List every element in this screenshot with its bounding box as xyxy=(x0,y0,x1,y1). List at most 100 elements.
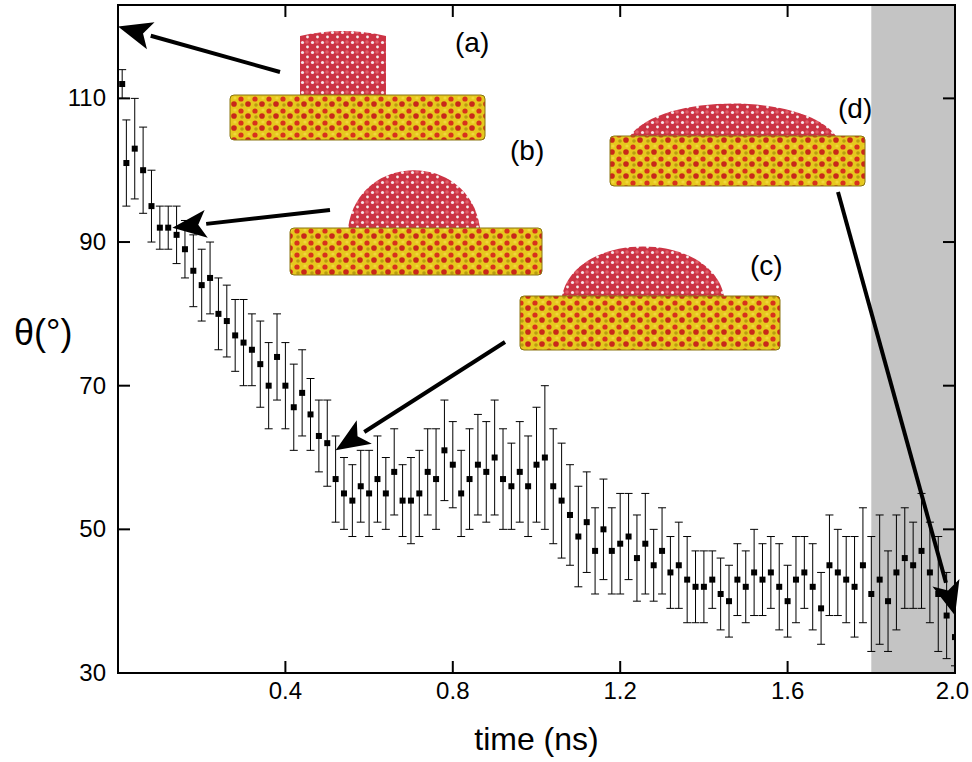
data-point xyxy=(425,469,431,475)
x-tick xyxy=(284,661,286,673)
error-bar xyxy=(616,493,624,594)
y-tick-right xyxy=(943,528,955,530)
error-bar xyxy=(608,508,616,594)
error-bar xyxy=(307,379,315,451)
x-tick-top xyxy=(284,5,286,17)
data-point xyxy=(391,469,397,475)
error-bar xyxy=(892,515,900,630)
data-point xyxy=(324,440,330,446)
data-point xyxy=(241,340,247,346)
error-bar xyxy=(767,537,775,609)
error-bar xyxy=(139,127,147,213)
data-point xyxy=(148,203,154,209)
series xyxy=(118,70,955,666)
data-point xyxy=(534,462,540,468)
data-point xyxy=(785,598,791,604)
data-point xyxy=(944,613,950,619)
data-point xyxy=(299,390,305,396)
error-bar xyxy=(424,429,432,515)
data-point xyxy=(450,462,456,468)
data-point xyxy=(860,562,866,568)
data-point xyxy=(626,534,632,540)
substrate-slab xyxy=(290,228,542,275)
x-axis-title: time (ns) xyxy=(474,721,598,757)
data-point xyxy=(676,562,682,568)
arrow-head xyxy=(172,210,207,238)
error-bar xyxy=(131,98,139,199)
y-tick xyxy=(118,528,130,530)
data-point xyxy=(341,490,347,496)
data-point xyxy=(333,476,339,482)
y-tick-label: 70 xyxy=(79,372,106,399)
data-point xyxy=(232,332,238,338)
error-bar xyxy=(122,120,130,206)
error-bar xyxy=(281,343,289,429)
data-point xyxy=(584,519,590,525)
error-bar xyxy=(457,450,465,536)
data-point xyxy=(274,354,280,360)
error-bar xyxy=(223,285,231,357)
data-point xyxy=(190,268,196,274)
data-point xyxy=(433,476,439,482)
y-tick-label: 90 xyxy=(79,228,106,255)
error-bar xyxy=(708,551,716,608)
x-tick-top xyxy=(619,5,621,17)
x-tick xyxy=(954,661,956,673)
arrow-head xyxy=(932,579,959,616)
x-tick-label: 1.6 xyxy=(771,677,804,704)
y-tick xyxy=(118,241,130,243)
error-bar xyxy=(340,458,348,530)
error-bar xyxy=(491,400,499,515)
error-bar xyxy=(943,572,951,658)
error-bar xyxy=(189,235,197,307)
y-tick-right xyxy=(943,97,955,99)
error-bar xyxy=(298,350,306,436)
data-point xyxy=(458,490,464,496)
error-bar xyxy=(851,537,859,638)
error-bar xyxy=(507,443,515,529)
data-point xyxy=(734,577,740,583)
data-point xyxy=(718,591,724,597)
error-bar xyxy=(566,465,574,566)
error-bar xyxy=(206,242,214,314)
error-bar xyxy=(549,429,557,544)
annotation-target xyxy=(117,26,118,27)
error-bar xyxy=(357,450,365,522)
error-bar xyxy=(118,70,126,99)
error-bar xyxy=(867,537,875,652)
x-tick-label: 1.2 xyxy=(604,677,637,704)
error-bar xyxy=(323,400,331,486)
error-bar xyxy=(700,551,708,623)
error-bar xyxy=(164,206,172,249)
data-point xyxy=(525,483,531,489)
x-tick-top xyxy=(787,5,789,17)
error-bar xyxy=(541,386,549,530)
data-point xyxy=(475,462,481,468)
data-point xyxy=(441,447,447,453)
arrow-line xyxy=(151,36,280,72)
y-tick-right xyxy=(943,241,955,243)
data-point xyxy=(826,562,832,568)
error-bar xyxy=(390,429,398,515)
error-bar xyxy=(198,249,206,321)
insets xyxy=(118,22,960,615)
data-point xyxy=(600,526,606,532)
data-point xyxy=(919,548,925,554)
data-point xyxy=(500,476,506,482)
water-droplet xyxy=(300,31,386,95)
data-point xyxy=(400,498,406,504)
data-point xyxy=(726,598,732,604)
error-bar xyxy=(558,443,566,558)
data-point xyxy=(483,469,489,475)
data-point xyxy=(751,569,757,575)
error-bar xyxy=(399,465,407,537)
data-point xyxy=(416,490,422,496)
data-point xyxy=(659,548,665,554)
error-bar xyxy=(240,299,248,385)
data-point xyxy=(467,476,473,482)
data-point xyxy=(140,167,146,173)
x-tick-label: 0.8 xyxy=(436,677,469,704)
error-bar xyxy=(474,414,482,515)
error-bar xyxy=(641,493,649,594)
annotation-label: (a) xyxy=(455,27,489,58)
